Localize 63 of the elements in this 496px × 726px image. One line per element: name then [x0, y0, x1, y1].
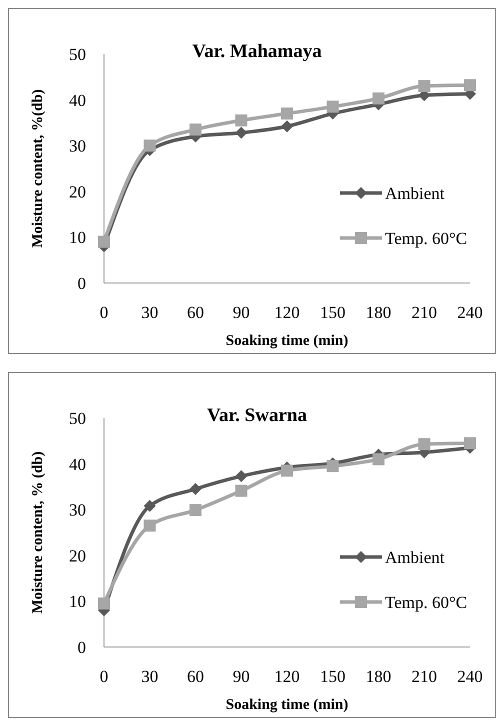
point: [98, 597, 110, 610]
point: [98, 236, 110, 248]
y-tick-label: 0: [78, 274, 86, 293]
legend-label: Temp. 60°C: [385, 228, 468, 248]
y-tick-label: 0: [78, 638, 86, 657]
y-tick-label: 10: [69, 228, 86, 248]
x-tick-label: 30: [141, 667, 158, 686]
point: [190, 124, 202, 136]
chart-title: Var. Swarna: [207, 405, 308, 426]
point: [418, 80, 430, 92]
point: [144, 500, 156, 512]
y-tick-label: 50: [69, 44, 86, 64]
x-tick-label: 210: [412, 667, 437, 686]
x-tick-label: 90: [232, 667, 250, 686]
point: [372, 453, 384, 466]
y-tick-label: 30: [69, 136, 86, 156]
point: [372, 92, 384, 104]
x-tick-label: 180: [366, 667, 392, 686]
legend-label: Ambient: [385, 548, 445, 567]
y-tick-label: 10: [69, 592, 86, 612]
y-axis-title: Moisture content, % (db): [30, 451, 46, 614]
point: [235, 484, 248, 497]
point: [281, 120, 293, 132]
point: [326, 460, 339, 472]
x-tick-label: 150: [320, 303, 346, 322]
x-tick-label: 210: [412, 303, 437, 322]
y-tick-label: 40: [69, 90, 86, 110]
point: [281, 464, 293, 477]
x-tick-label: 240: [457, 303, 483, 322]
x-tick-label: 240: [457, 667, 483, 686]
x-tick-label: 120: [274, 667, 300, 686]
x-tick-label: 0: [100, 303, 108, 322]
x-axis-title: Soaking time (min): [226, 333, 348, 349]
point: [190, 482, 202, 495]
legend-label: Ambient: [385, 184, 445, 203]
point: [464, 437, 476, 450]
x-tick-label: 180: [366, 303, 392, 322]
y-tick-label: 20: [69, 182, 86, 202]
x-tick-label: 60: [187, 667, 204, 686]
y-tick-label: 20: [69, 546, 86, 566]
point: [418, 438, 430, 450]
x-tick-label: 90: [232, 303, 250, 322]
x-tick-label: 120: [274, 303, 300, 322]
point: [235, 470, 248, 482]
point: [326, 100, 339, 113]
point: [190, 504, 202, 516]
x-tick-label: 60: [187, 303, 204, 322]
x-tick-label: 0: [100, 667, 108, 686]
y-tick-label: 50: [69, 408, 86, 428]
legend-label: Temp. 60°C: [385, 592, 468, 612]
x-tick-label: 150: [320, 667, 346, 686]
chart-title: Var. Mahamaya: [192, 41, 322, 62]
point: [144, 140, 156, 152]
point: [144, 520, 156, 532]
x-axis-title: Soaking time (min): [226, 697, 348, 713]
y-axis-title: Moisture content, %(db): [30, 89, 46, 248]
point: [235, 114, 248, 126]
x-tick-label: 30: [141, 303, 158, 322]
point: [235, 126, 248, 139]
point: [281, 108, 293, 120]
y-tick-label: 40: [69, 454, 86, 474]
y-tick-label: 30: [69, 500, 86, 520]
point: [464, 79, 476, 92]
